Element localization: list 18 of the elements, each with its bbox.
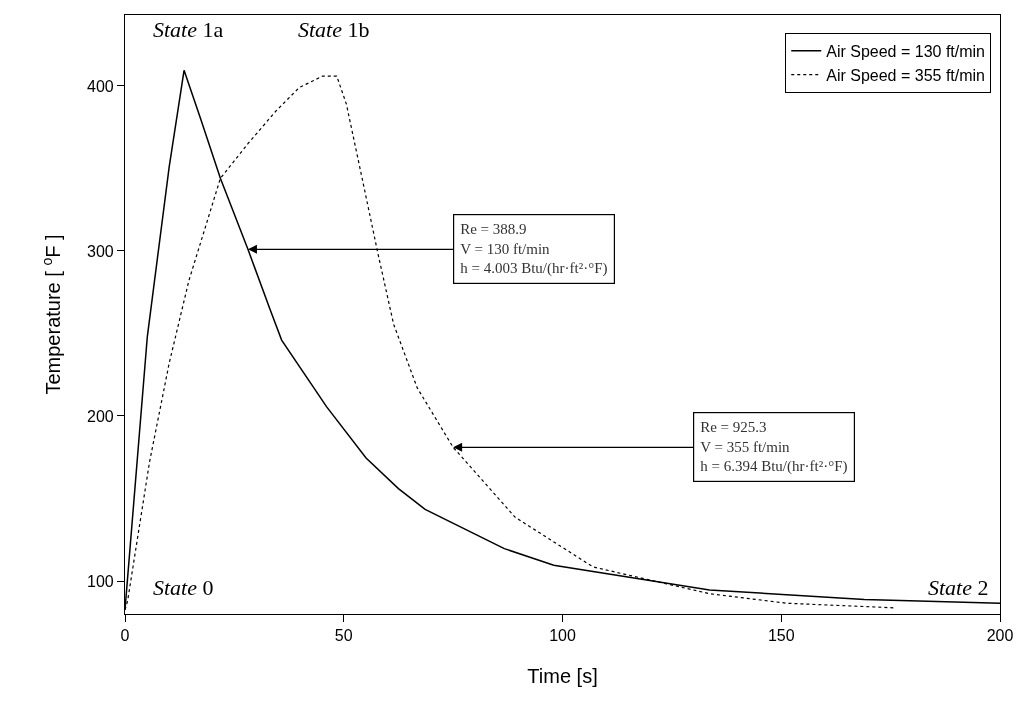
legend-label: Air Speed = 130 ft/min: [826, 43, 986, 61]
legend-label: Air Speed = 355 ft/min: [826, 66, 986, 84]
y-tick-label: 400: [87, 77, 114, 95]
annotation: Re = 388.9 V = 130 ft/min h = 4.003 Btu/(hr·ft²·°F): [460, 221, 608, 278]
y-tick-label: 100: [87, 572, 114, 590]
annotation: State 0: [153, 575, 214, 600]
y-tick-label: 200: [87, 407, 114, 425]
annotation: State 1a: [153, 17, 224, 42]
x-axis-title: Time [s]: [527, 664, 598, 687]
x-tick-label: 150: [767, 627, 795, 645]
y-tick-label: 300: [87, 242, 114, 260]
annotation: State 2: [928, 575, 989, 600]
x-tick-label: 50: [334, 627, 353, 645]
x-tick-label: 200: [986, 627, 1014, 645]
annotation: Re = 925.3 V = 355 ft/min h = 6.394 Btu/(hr·ft²·°F): [700, 419, 848, 476]
x-tick-label: 0: [120, 627, 130, 645]
x-tick-label: 100: [549, 627, 576, 645]
annotation: State 1b: [298, 17, 370, 42]
